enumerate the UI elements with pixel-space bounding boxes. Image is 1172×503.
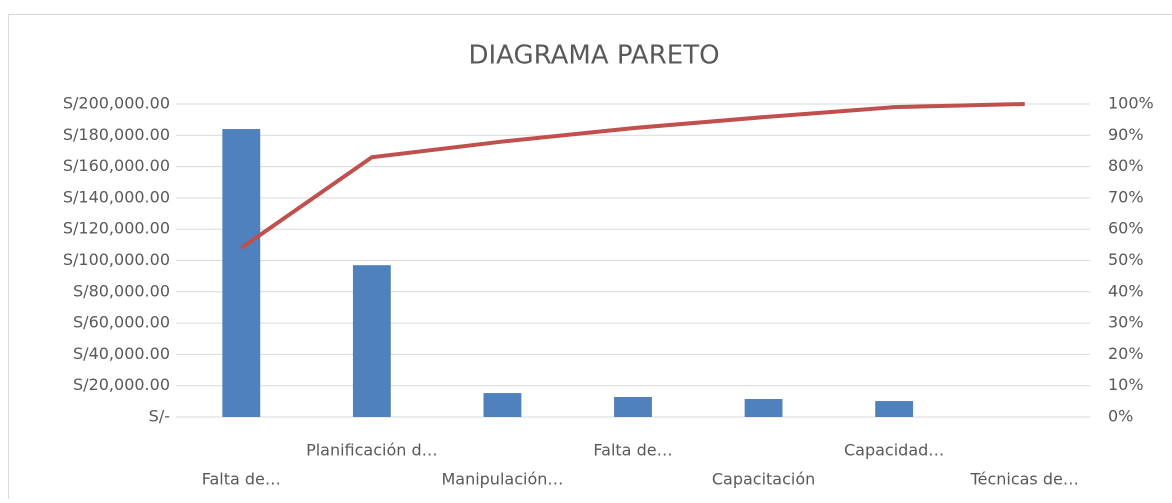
x-tick-label: Falta de… <box>202 470 281 489</box>
x-tick-label: Capacitación <box>712 470 815 489</box>
y-tick-label: S/40,000.00 <box>73 344 170 363</box>
x-tick-label: Capacidad… <box>844 441 944 460</box>
y2-tick-label: 70% <box>1108 187 1144 206</box>
y-tick-label: S/180,000.00 <box>63 125 170 144</box>
y-tick-label: S/160,000.00 <box>63 156 170 175</box>
bar <box>875 401 913 417</box>
bar <box>222 129 260 417</box>
y-tick-label: S/- <box>149 407 170 426</box>
y-tick-label: S/20,000.00 <box>73 375 170 394</box>
y-tick-label: S/200,000.00 <box>63 94 170 113</box>
chart-border <box>9 15 1172 500</box>
y2-tick-label: 20% <box>1108 344 1144 363</box>
y-tick-label: S/100,000.00 <box>63 250 170 269</box>
y-tick-label: S/120,000.00 <box>63 219 170 238</box>
chart-title: DIAGRAMA PARETO <box>468 41 719 71</box>
y-tick-label: S/140,000.00 <box>63 187 170 206</box>
y2-tick-label: 100% <box>1108 94 1154 113</box>
bar <box>614 397 652 417</box>
bar <box>745 399 783 417</box>
x-tick-label: Planificación d… <box>306 441 438 460</box>
y2-tick-label: 50% <box>1108 250 1144 269</box>
y2-tick-label: 0% <box>1108 407 1133 426</box>
y2-tick-label: 30% <box>1108 313 1144 332</box>
bar <box>353 265 391 417</box>
bar <box>483 393 521 417</box>
x-tick-label: Falta de… <box>593 441 672 460</box>
y2-tick-label: 40% <box>1108 281 1144 300</box>
x-tick-label: Técnicas de… <box>970 470 1079 489</box>
y2-tick-label: 80% <box>1108 156 1144 175</box>
y2-tick-label: 10% <box>1108 375 1144 394</box>
x-tick-label: Manipulación… <box>441 470 563 489</box>
y2-tick-label: 60% <box>1108 219 1144 238</box>
y-tick-label: S/80,000.00 <box>73 281 170 300</box>
y-tick-label: S/60,000.00 <box>73 313 170 332</box>
y2-tick-label: 90% <box>1108 125 1144 144</box>
